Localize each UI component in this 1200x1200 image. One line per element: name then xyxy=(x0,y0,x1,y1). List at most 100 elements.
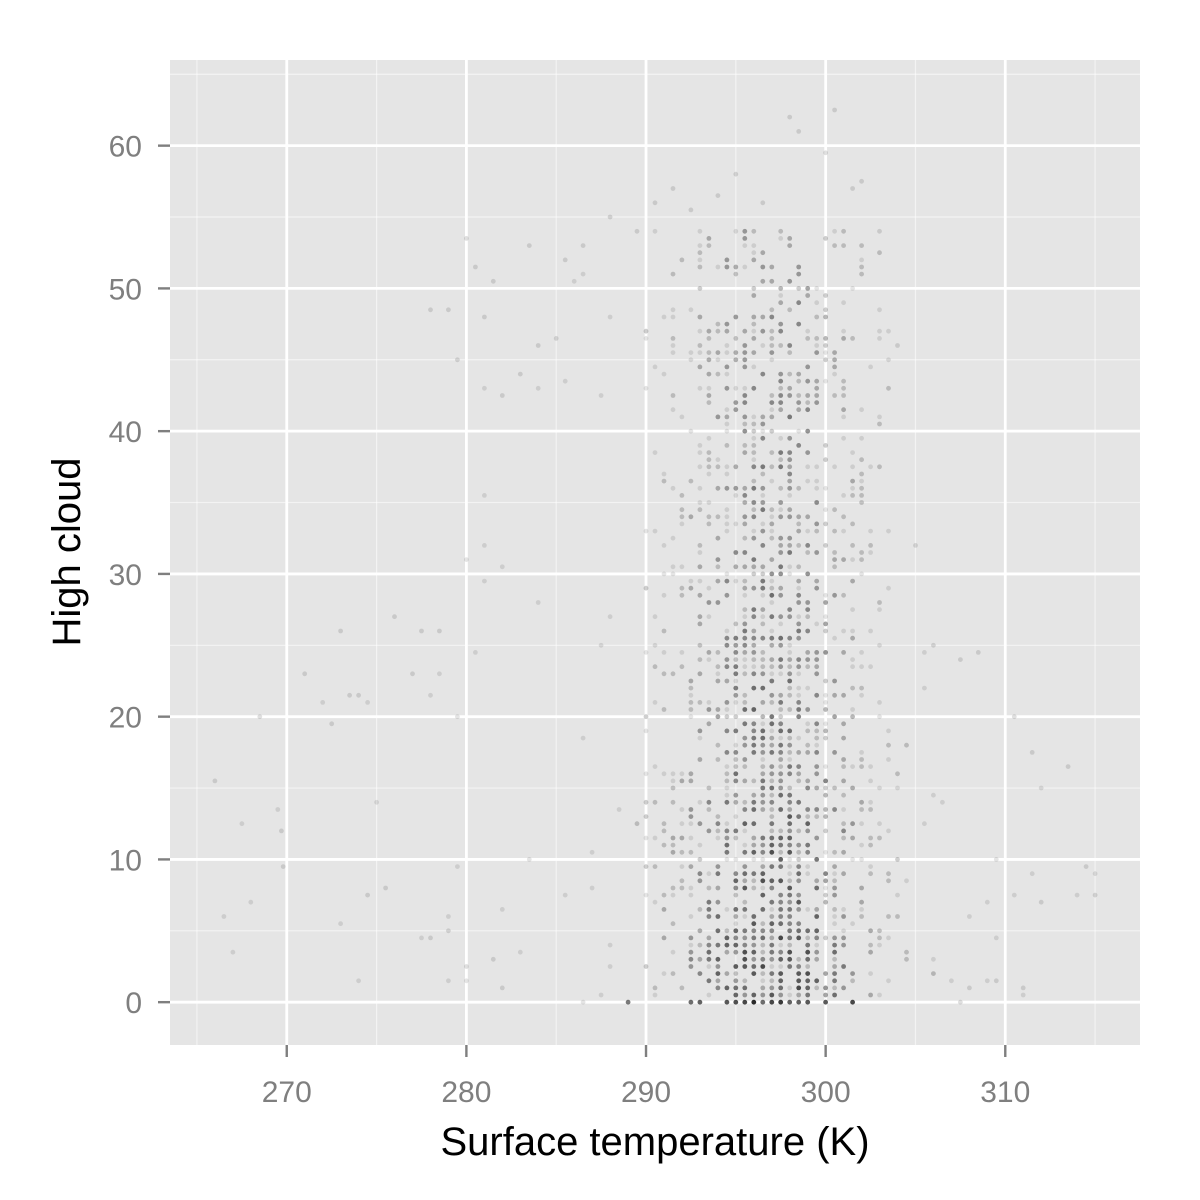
scatter-point xyxy=(814,578,820,584)
scatter-point xyxy=(778,956,784,962)
scatter-point xyxy=(742,328,748,334)
scatter-point xyxy=(670,885,676,891)
scatter-point xyxy=(670,921,676,927)
scatter-point xyxy=(814,692,820,698)
scatter-point xyxy=(742,607,748,612)
scatter-point xyxy=(823,828,828,834)
scatter-point xyxy=(796,371,802,377)
scatter-point xyxy=(886,828,891,834)
scatter-point xyxy=(706,785,712,791)
scatter-point xyxy=(715,871,721,877)
scatter-point xyxy=(760,607,766,612)
scatter-point xyxy=(778,585,784,591)
scatter-point xyxy=(868,992,873,998)
scatter-point xyxy=(760,778,766,784)
scatter-point xyxy=(733,999,739,1005)
scatter-point xyxy=(724,792,730,798)
scatter-point xyxy=(760,999,766,1005)
scatter-point xyxy=(751,228,757,234)
scatter-point xyxy=(562,378,568,384)
scatter-point xyxy=(715,457,721,463)
scatter-point xyxy=(805,849,811,855)
scatter-point xyxy=(769,614,775,620)
scatter-point xyxy=(814,286,820,291)
scatter-point xyxy=(482,493,487,498)
scatter-point xyxy=(796,871,802,877)
scatter-point xyxy=(733,992,739,998)
scatter-point xyxy=(778,464,784,470)
scatter-point xyxy=(661,650,667,655)
scatter-point xyxy=(706,435,712,441)
scatter-point xyxy=(688,707,694,712)
scatter-point xyxy=(993,857,999,862)
scatter-point xyxy=(437,671,442,677)
scatter-point xyxy=(652,228,658,234)
scatter-point xyxy=(760,956,766,962)
scatter-point xyxy=(724,842,730,848)
scatter-point xyxy=(931,971,936,976)
scatter-point xyxy=(760,728,766,734)
scatter-point xyxy=(697,578,703,584)
scatter-point xyxy=(607,942,613,948)
scatter-point xyxy=(778,735,784,741)
scatter-point xyxy=(796,878,802,884)
scatter-point xyxy=(796,892,802,898)
scatter-point xyxy=(679,885,685,891)
scatter-point xyxy=(733,671,739,677)
scatter-point xyxy=(751,364,757,370)
scatter-point xyxy=(886,742,891,748)
scatter-point xyxy=(697,728,703,734)
scatter-point xyxy=(724,414,730,420)
scatter-point xyxy=(688,964,694,969)
scatter-point xyxy=(823,878,828,884)
scatter-point xyxy=(697,550,703,555)
scatter-point xyxy=(823,150,828,156)
scatter-point xyxy=(922,685,927,691)
scatter-point xyxy=(607,964,613,969)
scatter-point xyxy=(706,871,712,877)
scatter-point xyxy=(724,443,730,448)
scatter-point xyxy=(859,557,864,562)
scatter-point xyxy=(877,421,882,427)
scatter-point xyxy=(814,385,820,391)
scatter-point xyxy=(823,807,828,812)
scatter-point xyxy=(724,421,730,427)
scatter-point xyxy=(733,464,739,470)
scatter-point xyxy=(841,828,846,834)
scatter-point xyxy=(724,321,730,327)
scatter-point xyxy=(796,714,802,720)
scatter-point xyxy=(868,949,873,955)
scatter-point xyxy=(868,835,873,841)
scatter-point xyxy=(724,514,730,520)
scatter-point xyxy=(562,892,568,898)
scatter-point xyxy=(760,978,766,984)
scatter-point xyxy=(742,914,748,919)
scatter-point xyxy=(769,728,775,734)
scatter-point xyxy=(778,907,784,912)
scatter-point xyxy=(778,978,784,984)
scatter-point xyxy=(859,821,864,827)
scatter-point xyxy=(697,735,703,741)
scatter-point xyxy=(805,428,811,434)
scatter-point xyxy=(760,757,766,762)
scatter-point xyxy=(868,807,873,812)
scatter-point xyxy=(823,999,828,1005)
scatter-point xyxy=(742,578,748,584)
scatter-point xyxy=(868,942,873,948)
scatter-point xyxy=(769,528,775,534)
scatter-point xyxy=(688,956,694,962)
scatter-point xyxy=(356,978,361,984)
scatter-point xyxy=(823,892,828,898)
scatter-point xyxy=(877,307,882,313)
scatter-point xyxy=(742,243,748,249)
scatter-point xyxy=(877,328,882,334)
scatter-point xyxy=(787,785,793,791)
scatter-point xyxy=(805,378,811,384)
scatter-point xyxy=(805,664,811,670)
scatter-point xyxy=(347,692,352,698)
scatter-point xyxy=(562,257,568,263)
scatter-point xyxy=(832,807,837,812)
scatter-point xyxy=(814,671,820,677)
scatter-point xyxy=(832,635,837,641)
scatter-point xyxy=(787,485,793,491)
